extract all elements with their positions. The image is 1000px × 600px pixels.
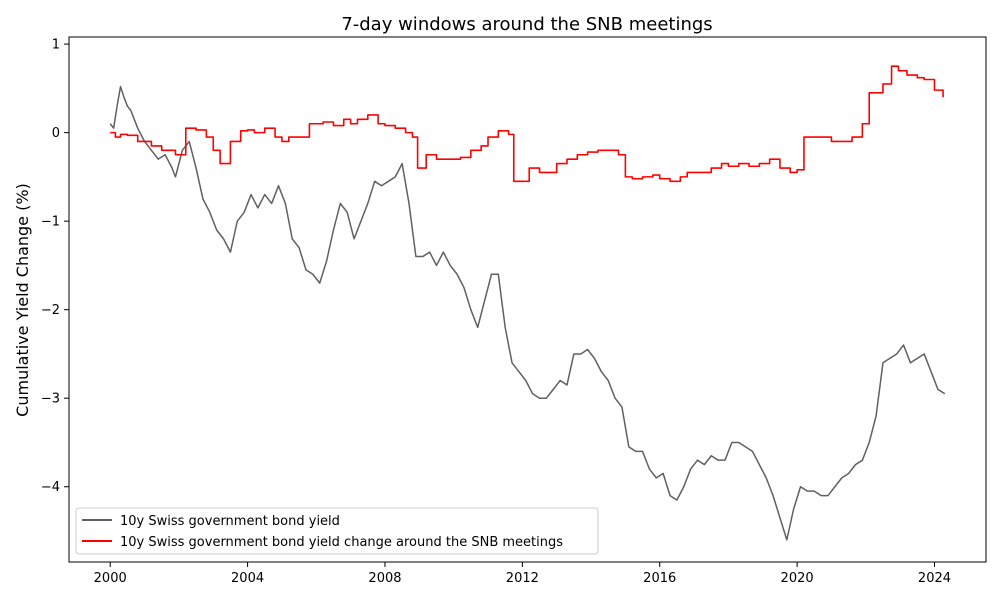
- x-tick-label: 2024: [918, 571, 951, 586]
- y-tick-label: −2: [41, 303, 60, 318]
- legend: 10y Swiss government bond yield 10y Swis…: [75, 507, 599, 555]
- series-line-2: [110, 65, 944, 183]
- y-tick-label: −1: [41, 215, 60, 230]
- x-tick-label: 2004: [231, 571, 264, 586]
- x-tick-label: 2020: [781, 571, 814, 586]
- y-tick-label: −4: [41, 480, 60, 495]
- y-tick-label: 0: [52, 126, 60, 141]
- x-tick-label: 2016: [643, 571, 676, 586]
- series-layer: [109, 65, 946, 541]
- legend-label-series-1: 10y Swiss government bond yield: [120, 514, 340, 529]
- legend-label-series-2: 10y Swiss government bond yield change a…: [120, 535, 563, 550]
- y-tick-label: −3: [41, 392, 60, 407]
- x-tick-label: 2000: [94, 571, 127, 586]
- x-axis: 2000 2004 2008 2012 2016 2020 2024: [94, 562, 951, 586]
- y-tick-label: 1: [52, 38, 60, 53]
- plot-area: [68, 36, 987, 563]
- x-tick-label: 2008: [368, 571, 401, 586]
- y-axis: 1 0 −1 −2 −3 −4: [41, 38, 69, 495]
- y-axis-label: Cumulative Yield Change (%): [13, 183, 32, 417]
- series-line-1: [109, 85, 946, 541]
- chart-title: 7-day windows around the SNB meetings: [341, 14, 712, 35]
- x-tick-label: 2012: [506, 571, 539, 586]
- legend-box: [75, 507, 599, 555]
